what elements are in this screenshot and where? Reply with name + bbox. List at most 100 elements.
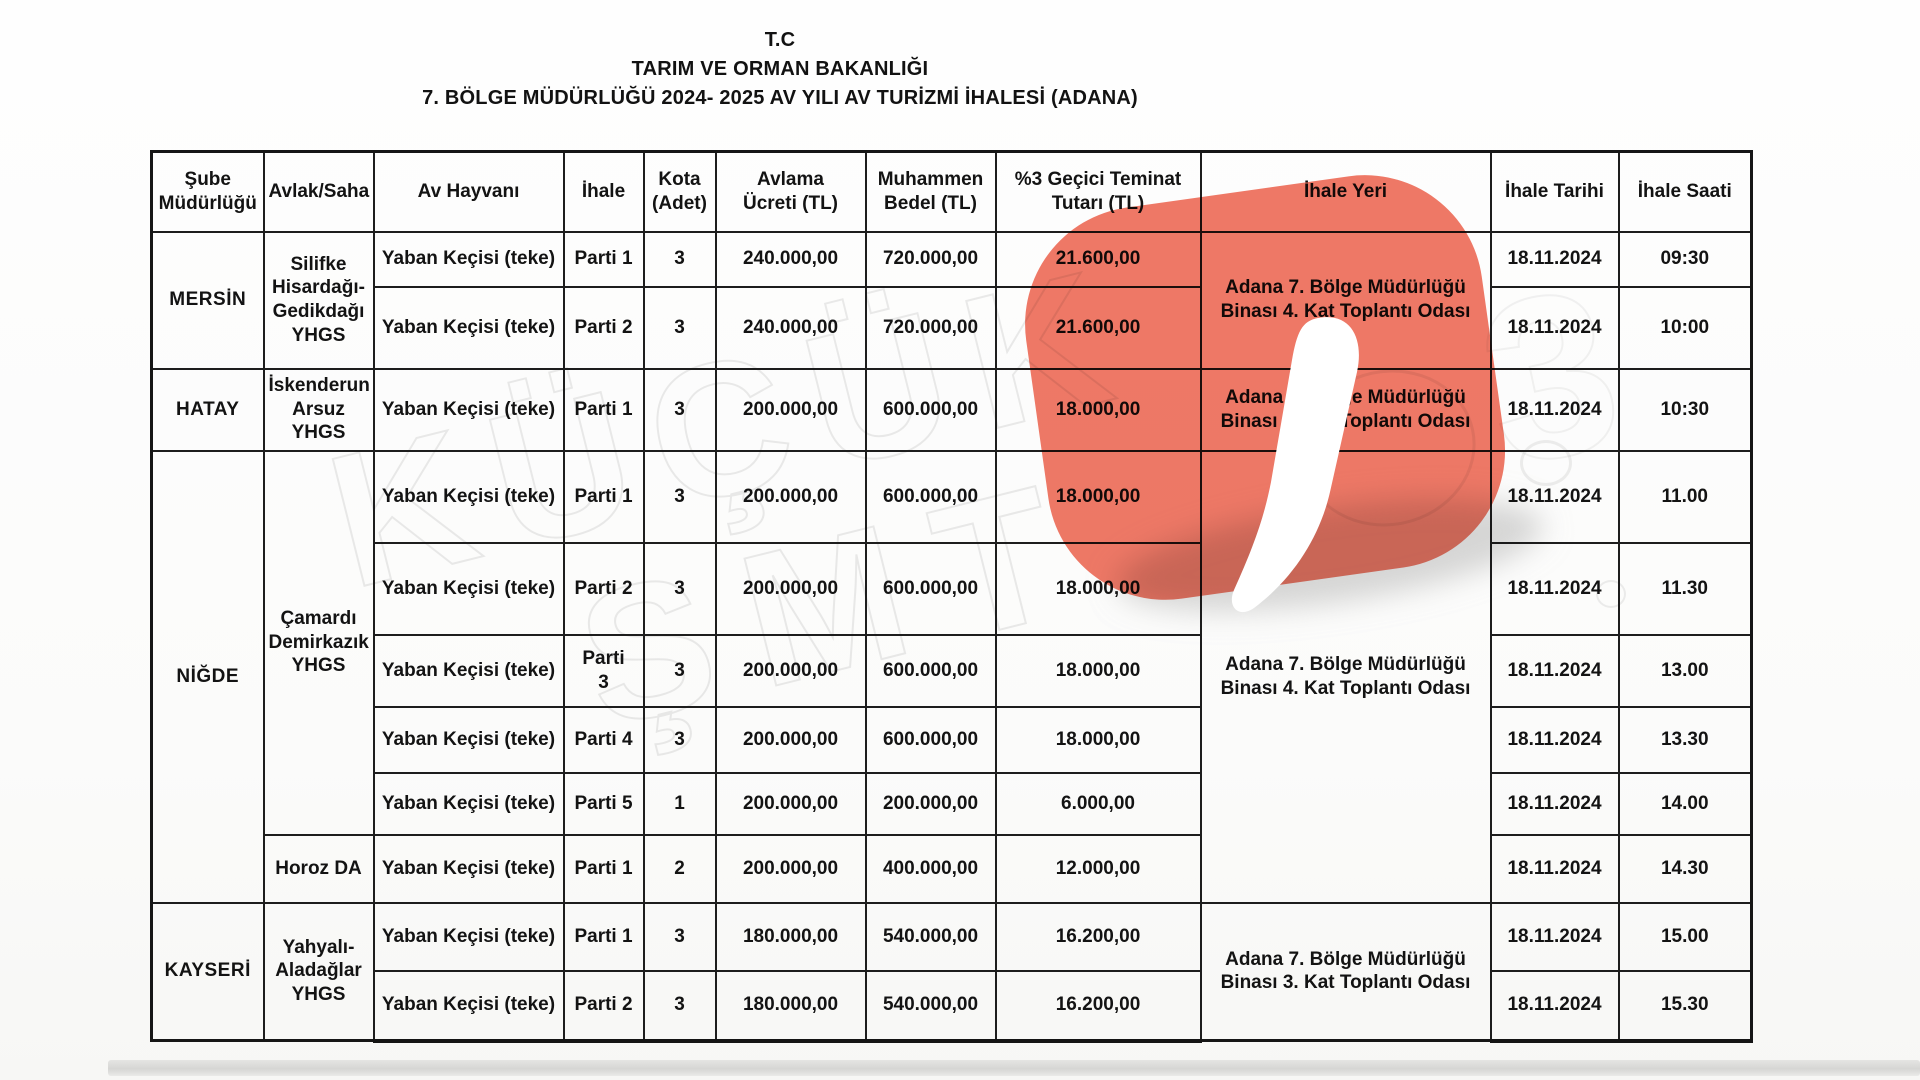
cell-animal: Yaban Keçisi (teke) bbox=[372, 969, 565, 1043]
cell-time: 13.30 bbox=[1617, 705, 1753, 774]
cell-deposit: 16.200,00 bbox=[994, 969, 1202, 1043]
cell-time: 11.00 bbox=[1617, 449, 1753, 544]
cell-lot: Parti 4 bbox=[562, 705, 645, 774]
cell-venue: Adana 7. Bölge Müdürlüğü Binası 4. Kat T… bbox=[1199, 449, 1492, 904]
cell-lot: Parti 3 bbox=[562, 633, 645, 708]
cell-deposit: 21.600,00 bbox=[994, 285, 1202, 370]
cell-time: 11.30 bbox=[1617, 541, 1753, 636]
cell-fee: 200.000,00 bbox=[714, 449, 867, 544]
cell-date: 18.11.2024 bbox=[1489, 541, 1620, 636]
cell-deposit: 18.000,00 bbox=[994, 541, 1202, 636]
cell-time: 13.00 bbox=[1617, 633, 1753, 708]
cell-quota: 3 bbox=[642, 367, 717, 452]
cell-fee: 240.000,00 bbox=[714, 230, 867, 288]
cell-venue: Adana 7. Bölge Müdürlüğü Binası 4. Kat T… bbox=[1199, 230, 1492, 370]
cell-estimated: 400.000,00 bbox=[864, 833, 997, 904]
cell-area: Horoz DA bbox=[262, 833, 375, 904]
cell-estimated: 200.000,00 bbox=[864, 771, 997, 836]
cell-fee: 180.000,00 bbox=[714, 901, 867, 972]
cell-time: 10:00 bbox=[1617, 285, 1753, 370]
cell-branch: HATAY bbox=[150, 367, 265, 452]
cell-fee: 200.000,00 bbox=[714, 367, 867, 452]
cell-time: 09:30 bbox=[1617, 230, 1753, 288]
col-header-8: İhale Yeri bbox=[1199, 150, 1492, 233]
table-row: Yaban Keçisi (teke) Parti 2 3 180.000,00 540… bbox=[152, 969, 1753, 1043]
cell-fee: 180.000,00 bbox=[714, 969, 867, 1043]
cell-quota: 1 bbox=[642, 771, 717, 836]
col-header-7: %3 Geçici Teminat Tutarı (TL) bbox=[994, 150, 1202, 233]
cell-branch: KAYSERİ bbox=[150, 901, 265, 1042]
cell-lot: Parti 1 bbox=[562, 367, 645, 452]
cell-quota: 3 bbox=[642, 449, 717, 544]
table-row: Yaban Keçisi (teke) Parti 2 3 200.000,00 600… bbox=[152, 541, 1753, 636]
cell-date: 18.11.2024 bbox=[1489, 367, 1620, 452]
cell-deposit: 16.200,00 bbox=[994, 901, 1202, 972]
table-row: MERSİN Silifke Hisardağı- Gedikdağı YHGS Y… bbox=[150, 230, 1753, 370]
cell-date: 18.11.2024 bbox=[1489, 969, 1620, 1043]
cell-date: 18.11.2024 bbox=[1489, 449, 1620, 544]
cell-lot: Parti 1 bbox=[562, 449, 645, 544]
cell-time: 15.30 bbox=[1617, 969, 1753, 1043]
col-header-3: İhale bbox=[562, 150, 645, 233]
title-ministry: TARIM VE ORMAN BAKANLIĞI bbox=[631, 58, 929, 80]
cell-date: 18.11.2024 bbox=[1489, 633, 1620, 708]
table-body: MERSİN Silifke Hisardağı- Gedikdağı YHGS Y… bbox=[150, 230, 1753, 1043]
cell-quota: 3 bbox=[642, 633, 717, 708]
cell-area: Yahyalı- Aladağlar YHGS bbox=[262, 901, 375, 1042]
auction-table: Şube Müdürlüğü Avlak/Saha Av Hayvanı İhale K… bbox=[150, 150, 1753, 1043]
cell-fee: 200.000,00 bbox=[714, 633, 867, 708]
cell-branch: MERSİN bbox=[150, 230, 265, 370]
cell-area: Çamardı Demirkazık YHGS bbox=[262, 449, 375, 836]
cell-animal: Yaban Keçisi (teke) bbox=[372, 633, 565, 708]
table-row: Horoz DA Yaban Keçisi (teke) Parti 1 2 200.0… bbox=[152, 833, 1753, 904]
cell-animal: Yaban Keçisi (teke) bbox=[372, 541, 565, 636]
col-header-2: Av Hayvanı bbox=[372, 150, 565, 233]
cell-quota: 3 bbox=[642, 285, 717, 370]
cell-venue: Adana 7. Bölge Müdürlüğü Binası 3. Kat T… bbox=[1199, 901, 1492, 1042]
cell-animal: Yaban Keçisi (teke) bbox=[372, 285, 565, 370]
cell-lot: Parti 5 bbox=[562, 771, 645, 836]
cell-time: 15.00 bbox=[1617, 901, 1753, 972]
cell-deposit: 6.000,00 bbox=[994, 771, 1202, 836]
cell-lot: Parti 1 bbox=[562, 230, 645, 288]
col-header-1: Avlak/Saha bbox=[262, 150, 375, 233]
cell-fee: 200.000,00 bbox=[714, 771, 867, 836]
cell-lot: Parti 2 bbox=[562, 285, 645, 370]
cell-estimated: 600.000,00 bbox=[864, 449, 997, 544]
cell-estimated: 600.000,00 bbox=[864, 541, 997, 636]
table-row: KAYSERİ Yahyalı- Aladağlar YHGS Yaban Keçi… bbox=[150, 901, 1753, 1042]
cell-estimated: 540.000,00 bbox=[864, 969, 997, 1043]
cell-estimated: 720.000,00 bbox=[864, 285, 997, 370]
cell-deposit: 21.600,00 bbox=[994, 230, 1202, 288]
cell-lot: Parti 2 bbox=[562, 969, 645, 1043]
cell-estimated: 600.000,00 bbox=[864, 705, 997, 774]
cell-fee: 240.000,00 bbox=[714, 285, 867, 370]
cell-date: 18.11.2024 bbox=[1489, 771, 1620, 836]
cell-animal: Yaban Keçisi (teke) bbox=[372, 901, 565, 972]
table-header: Şube Müdürlüğü Avlak/Saha Av Hayvanı İhale K… bbox=[150, 150, 1753, 233]
col-header-4: Kota (Adet) bbox=[642, 150, 717, 233]
title-tc: T.C bbox=[764, 29, 796, 51]
title-auction: 7. BÖLGE MÜDÜRLÜĞÜ 2024- 2025 AV YILI AV… bbox=[422, 87, 1138, 109]
cell-animal: Yaban Keçisi (teke) bbox=[372, 449, 565, 544]
cell-estimated: 720.000,00 bbox=[864, 230, 997, 288]
cell-estimated: 600.000,00 bbox=[864, 633, 997, 708]
cell-time: 10:30 bbox=[1617, 367, 1753, 452]
cell-area: Silifke Hisardağı- Gedikdağı YHGS bbox=[262, 230, 375, 370]
cell-date: 18.11.2024 bbox=[1489, 230, 1620, 288]
cell-fee: 200.000,00 bbox=[714, 541, 867, 636]
cell-animal: Yaban Keçisi (teke) bbox=[372, 833, 565, 904]
cell-fee: 200.000,00 bbox=[714, 705, 867, 774]
col-header-5: Avlama Ücreti (TL) bbox=[714, 150, 867, 233]
table-row: HATAY İskenderun Arsuz YHGS Yaban Keçisi (… bbox=[150, 367, 1753, 452]
table-row: Yaban Keçisi (teke) Parti 3 3 200.000,00 600… bbox=[152, 633, 1753, 708]
cell-time: 14.30 bbox=[1617, 833, 1753, 904]
cell-quota: 3 bbox=[642, 230, 717, 288]
cell-animal: Yaban Keçisi (teke) bbox=[372, 705, 565, 774]
cell-estimated: 540.000,00 bbox=[864, 901, 997, 972]
cell-date: 18.11.2024 bbox=[1489, 705, 1620, 774]
cell-quota: 2 bbox=[642, 833, 717, 904]
cell-animal: Yaban Keçisi (teke) bbox=[372, 367, 565, 452]
col-header-9: İhale Tarihi bbox=[1489, 150, 1620, 233]
